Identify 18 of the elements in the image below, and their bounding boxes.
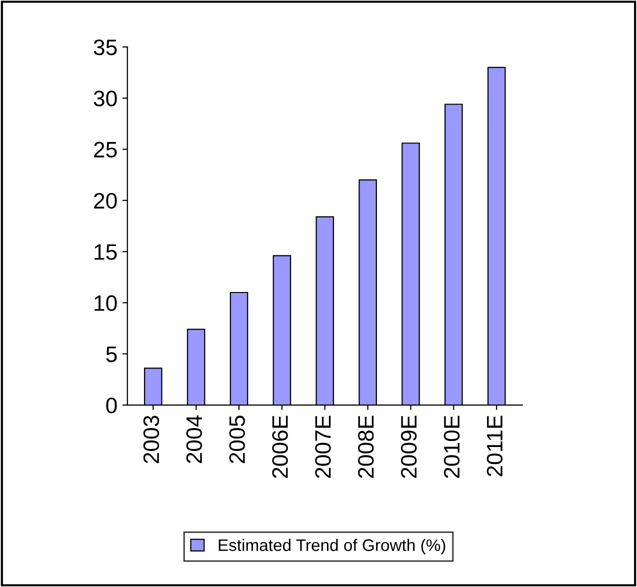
y-tick-label: 10 [94, 295, 117, 311]
y-tick-label: 30 [94, 90, 117, 106]
x-tick-label: 2004 [186, 415, 202, 464]
x-tick-label: 2007E [315, 416, 331, 478]
y-tick-label: 20 [94, 192, 117, 209]
y-tick-label: 35 [94, 39, 117, 56]
x-tick-label: 2009E [400, 416, 417, 478]
legend-label: Estimated Trend of Growth (%) [218, 538, 446, 554]
y-tick-label: 0 [106, 398, 117, 414]
x-tick-label: 2006E [272, 416, 288, 478]
y-tick-label: 25 [94, 142, 117, 158]
x-tick-label: 2008E [358, 416, 374, 478]
x-tick-label: 2005 [229, 416, 245, 464]
x-tick-label: 2010E [444, 416, 460, 478]
y-tick-label: 15 [94, 244, 117, 260]
x-tick-label: 2003 [143, 416, 160, 464]
x-tick-label: 2011E [486, 416, 503, 476]
y-tick-label: 5 [106, 346, 117, 362]
